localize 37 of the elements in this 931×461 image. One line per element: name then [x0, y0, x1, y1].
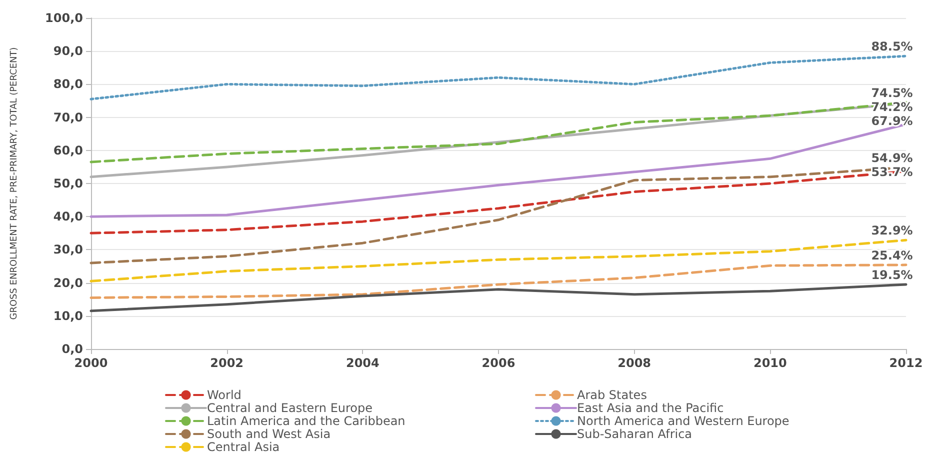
y-tick-label: 20,0	[53, 276, 83, 290]
y-axis-title: GROSS ENROLLMENT RATE, PRE-PRIMARY, TOTAL (PERCENT)	[10, 47, 20, 320]
legend-label: Arab States	[577, 388, 647, 402]
y-tick-label: 40,0	[53, 210, 83, 224]
data-label: 32.9%	[871, 224, 913, 238]
y-tick-label: 30,0	[53, 242, 83, 257]
legend-label: South and West Asia	[207, 427, 331, 441]
data-label: 54.9%	[871, 150, 913, 165]
legend-label: East Asia and the Pacific	[577, 401, 724, 415]
legend-label: Central Asia	[207, 440, 280, 454]
x-tick-label: 2006	[482, 356, 516, 370]
x-tick-label: 2004	[346, 356, 380, 370]
y-tick-label: 60,0	[53, 143, 83, 158]
y-tick-label: 80,0	[53, 77, 83, 92]
y-tick-label: 100,0	[45, 11, 83, 25]
y-tick-label: 0,0	[62, 342, 83, 356]
y-tick-label: 90,0	[53, 44, 83, 58]
y-tick-label: 50,0	[53, 176, 83, 190]
legend-label: Latin America and the Caribbean	[207, 414, 406, 428]
line-series	[90, 283, 908, 312]
x-tick-label: 2012	[889, 356, 923, 370]
x-tick-label: 2010	[753, 356, 787, 370]
data-label: 19.5%	[871, 268, 913, 282]
legend-label: North America and Western Europe	[577, 414, 790, 428]
legend-label: Sub-Saharan Africa	[577, 427, 692, 441]
legend-label: World	[207, 388, 242, 402]
data-label: 88.5%	[871, 40, 913, 54]
x-tick-label: 2000	[74, 356, 108, 370]
x-tick-label: 2002	[210, 356, 244, 370]
data-label: 67.9%	[871, 114, 913, 128]
data-label: 25.4%	[871, 248, 913, 262]
y-tick-label: 70,0	[53, 110, 83, 124]
legend-label: Central and Eastern Europe	[207, 401, 373, 415]
y-tick-label: 10,0	[53, 308, 83, 323]
data-label: 74.5%	[871, 86, 913, 100]
x-tick-label: 2008	[618, 356, 652, 370]
data-label: 74.2%	[871, 100, 913, 114]
